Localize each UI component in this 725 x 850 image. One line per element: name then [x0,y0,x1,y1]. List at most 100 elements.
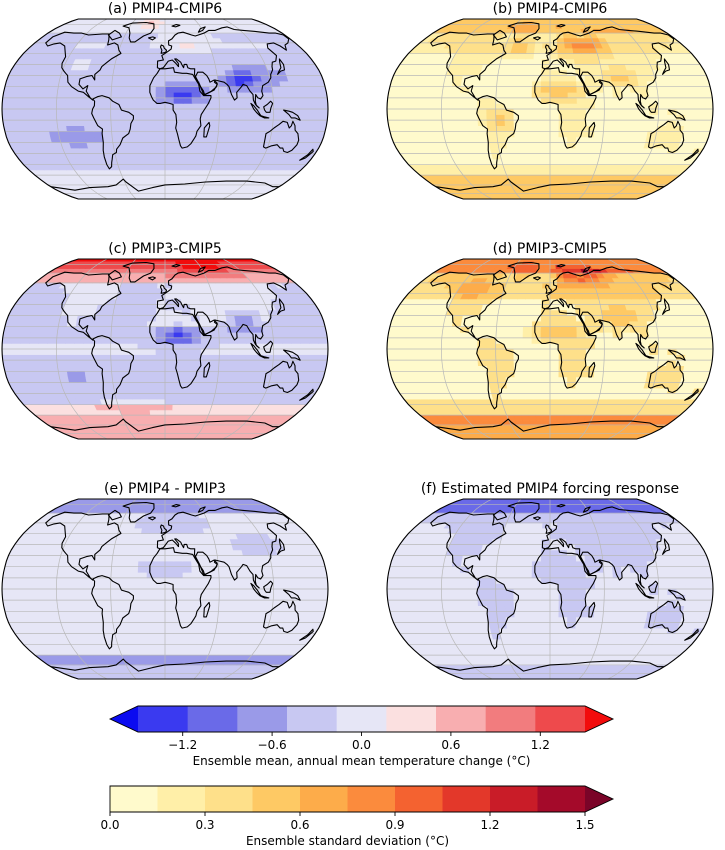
field-cell [684,114,696,121]
field-cell [460,371,472,378]
field-cell [675,92,686,99]
field-cell [179,409,189,416]
field-cell [526,164,536,171]
field-cell [702,97,713,104]
field-cell [74,125,86,132]
field-cell [30,365,41,372]
field-cell [110,92,121,99]
field-cell [164,131,175,138]
field-cell [558,320,569,327]
field-cell [55,343,66,350]
field-cell [121,69,132,76]
field-cell [101,365,112,372]
field-cell [65,337,76,344]
field-cell [92,326,104,333]
field-cell [281,332,292,339]
field-cell [612,348,623,355]
field-cell [122,298,133,305]
field-cell [486,119,497,126]
field-cell [236,337,247,344]
field-cell [113,64,124,71]
field-cell [620,371,631,378]
field-cell [541,387,551,394]
field-cell [318,108,328,115]
field-cell [665,326,676,333]
field-cell [450,108,460,115]
field-cell [425,320,436,327]
field-cell [398,80,410,87]
field-cell [300,108,311,115]
field-cell [459,114,470,121]
field-cell [164,119,175,126]
field-cell [621,343,632,350]
field-cell [224,69,235,76]
field-cell [219,103,229,110]
field-cell [156,393,166,400]
field-cell [630,119,641,126]
field-cell [93,80,104,87]
field-cell [432,332,443,339]
field-cell [67,315,79,322]
field-cell [486,125,497,132]
field-cell [74,119,85,126]
field-cell [702,92,713,99]
field-cell [509,53,519,60]
field-cell [299,359,310,366]
field-cell [148,164,158,171]
field-cell [531,103,542,110]
field-cell [423,97,434,104]
field-cell [620,320,631,327]
field-cell [172,147,183,154]
field-cell [442,371,454,378]
coastline-iceland [532,36,541,41]
field-cell [138,75,148,82]
field-cell [459,108,469,115]
field-cell [544,20,551,25]
coastline-greenland [507,21,540,43]
field-cell [507,153,518,160]
field-cell [397,365,409,372]
field-cell [565,393,576,400]
field-cell [146,86,157,93]
field-cell [173,114,184,121]
field-cell [646,371,658,378]
field-cell [173,80,184,87]
field-cell [137,119,148,126]
field-cell [147,147,158,154]
field-cell [573,158,583,165]
field-cell [164,414,173,421]
field-cell [556,414,565,421]
field-cell [22,131,34,138]
field-cell [110,326,121,333]
field-cell [10,354,22,361]
field-cell [486,348,496,355]
field-cell [583,64,594,71]
field-cell [46,343,57,350]
field-cell [432,337,443,344]
field-cell [218,97,229,104]
field-cell [567,108,578,115]
field-cell [142,414,152,421]
field-cell [12,365,24,372]
field-cell [516,58,527,65]
field-cell [172,53,182,60]
field-cell [19,343,30,350]
field-cell [272,332,283,339]
field-cell [592,142,603,149]
field-cell [510,47,521,54]
field-cell [243,131,255,138]
field-cell [452,376,464,383]
field-cell [227,348,238,355]
field-cell [225,376,236,383]
field-cell [215,69,227,76]
field-cell [676,343,687,350]
field-cell [191,103,202,110]
coastline-south-america [91,95,134,170]
field-cell [182,354,193,361]
field-cell [65,359,76,366]
field-cell [532,393,543,400]
field-cell [317,119,328,126]
map-outline [386,18,714,200]
field-cell [262,326,273,333]
field-cell [19,108,30,115]
